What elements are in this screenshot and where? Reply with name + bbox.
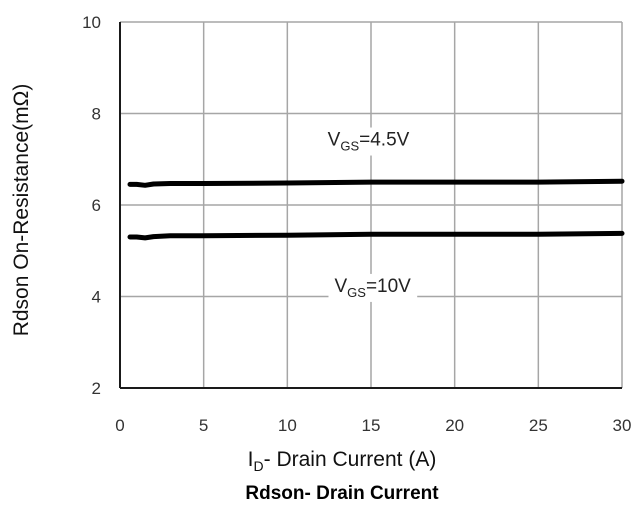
series-label-background [328, 273, 418, 302]
x-tick-labels: 0 5 10 15 20 25 30 [115, 416, 631, 435]
series-label-rest: =4.5V [359, 130, 410, 151]
series-label-main: V [334, 276, 347, 297]
series-label-main: V [328, 130, 341, 151]
x-tick-label: 5 [199, 416, 208, 435]
x-tick-label: 30 [613, 416, 632, 435]
series-line-0 [127, 178, 625, 188]
series-label-vgs-10v: VGS=10V [334, 276, 411, 300]
x-tick-label: 25 [529, 416, 548, 435]
y-tick-label: 4 [92, 288, 101, 307]
y-tick-labels: 2 4 6 8 10 [82, 13, 101, 398]
series-label-vgs-4-5v: VGS=4.5V [328, 130, 410, 154]
x-tick-label: 0 [115, 416, 124, 435]
series-label-rest: =10V [366, 276, 411, 297]
plot-frame [119, 22, 622, 389]
chart-title: Rdson- Drain Current [245, 483, 439, 504]
x-axis-label-rest: - Drain Current (A) [264, 448, 437, 471]
x-tick-label: 10 [278, 416, 297, 435]
y-tick-label: 2 [92, 379, 101, 398]
series-label-background [321, 127, 416, 156]
x-axis-label: ID- Drain Current (A) [248, 448, 437, 474]
series-label-subscript: GS [340, 139, 359, 154]
x-tick-label: 20 [445, 416, 464, 435]
series-line-1 [127, 230, 625, 241]
grid [119, 21, 623, 389]
series-label-subscript: GS [347, 285, 366, 300]
x-tick-label: 15 [362, 416, 381, 435]
series-lines [127, 178, 625, 241]
y-tick-label: 10 [82, 13, 101, 32]
y-tick-label: 6 [92, 196, 101, 215]
y-axis-label: Rdson On-Resistance(mΩ) [10, 84, 33, 337]
x-axis-label-main: I [248, 448, 254, 471]
x-axis-label-subscript: D [254, 458, 264, 474]
y-tick-label: 8 [92, 105, 101, 124]
